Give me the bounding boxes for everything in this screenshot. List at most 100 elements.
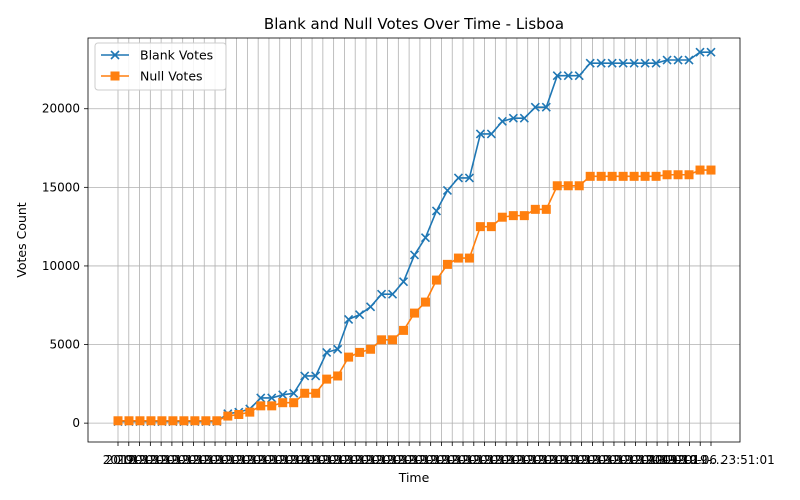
x-tick-label: 2019-... bbox=[127, 453, 173, 467]
x-tick-label: 2019-... bbox=[386, 453, 432, 467]
null-votes-point bbox=[157, 416, 167, 426]
blank-votes-point bbox=[475, 129, 485, 139]
legend-label: Null Votes bbox=[140, 69, 203, 84]
blank-votes-point bbox=[563, 71, 573, 81]
legend-swatch-marker bbox=[110, 50, 120, 60]
null-votes-point bbox=[486, 222, 496, 232]
null-votes-point bbox=[508, 211, 518, 221]
null-votes-point bbox=[607, 171, 617, 181]
blank-votes-point-stroke bbox=[596, 58, 606, 68]
null-votes-point bbox=[673, 170, 683, 180]
x-tick-label: 2019-... bbox=[267, 453, 313, 467]
x-tick-label: 2019-... bbox=[321, 453, 367, 467]
null-votes-point bbox=[256, 401, 266, 411]
null-votes-point bbox=[245, 407, 255, 417]
null-votes-point bbox=[464, 253, 474, 263]
blank-votes-point bbox=[541, 102, 551, 112]
legend-swatch-marker-stroke bbox=[110, 50, 120, 60]
blank-votes-point-stroke bbox=[278, 390, 288, 400]
x-tick-label: 2019-... bbox=[655, 453, 701, 467]
null-votes-point bbox=[442, 259, 452, 269]
plot-frame bbox=[87, 37, 741, 443]
blank-votes-point-stroke bbox=[530, 102, 540, 112]
null-votes-point bbox=[541, 204, 551, 214]
null-votes-point bbox=[695, 165, 705, 175]
null-votes-point bbox=[311, 388, 321, 398]
x-tick-label: 2019-... bbox=[634, 453, 680, 467]
null-votes-point bbox=[574, 181, 584, 191]
blank-votes-point-stroke bbox=[607, 58, 617, 68]
x-tick-label: 2019 bbox=[103, 453, 134, 467]
legend: Blank Votes Null Votes bbox=[94, 42, 227, 91]
legend-swatch-marker bbox=[110, 71, 120, 81]
x-tick-label: 2019-... bbox=[332, 453, 378, 467]
blank-votes-point bbox=[552, 71, 562, 81]
null-votes-point bbox=[651, 171, 661, 181]
x-tick-label: 2019-... bbox=[364, 453, 410, 467]
x-tick-label: 2019-... bbox=[472, 453, 518, 467]
blank-votes-point-stroke bbox=[366, 302, 376, 312]
blank-votes-point bbox=[684, 55, 694, 65]
null-votes-point bbox=[322, 374, 332, 384]
x-tick-label: 2019-... bbox=[257, 453, 303, 467]
x-tick-label: 2019-... bbox=[580, 453, 626, 467]
chart-title: Blank and Null Votes Over Time - Lisboa bbox=[264, 15, 564, 33]
x-tick-label: 2019-... bbox=[397, 453, 443, 467]
blank-votes-point-stroke bbox=[574, 71, 584, 81]
blank-votes-point-stroke bbox=[706, 47, 716, 57]
x-tick-label: 2019-... bbox=[429, 453, 475, 467]
blank-votes-point bbox=[607, 58, 617, 68]
null-votes-point bbox=[113, 416, 123, 426]
null-votes-point bbox=[124, 416, 134, 426]
null-votes-point bbox=[190, 416, 200, 426]
blank-votes-point bbox=[278, 390, 288, 400]
blank-votes-point bbox=[618, 58, 628, 68]
blank-votes-point-stroke bbox=[333, 344, 343, 354]
blank-votes-point bbox=[662, 55, 672, 65]
null-votes-point bbox=[563, 181, 573, 191]
null-votes-point bbox=[289, 398, 299, 408]
legend-entry-null-votes: Null Votes bbox=[101, 69, 203, 84]
blank-votes-point bbox=[311, 371, 321, 381]
blank-votes-point bbox=[706, 47, 716, 57]
y-tick-label: 5000 bbox=[49, 338, 80, 352]
null-votes-point bbox=[585, 171, 595, 181]
null-votes-point bbox=[497, 212, 507, 222]
blank-votes-point bbox=[651, 58, 661, 68]
blank-votes-point bbox=[574, 71, 584, 81]
y-tick-label: 15000 bbox=[42, 180, 80, 194]
null-votes-point bbox=[234, 409, 244, 419]
blank-votes-point-stroke bbox=[387, 289, 398, 299]
blank-votes-point bbox=[256, 393, 266, 403]
blank-votes-point-stroke bbox=[618, 58, 628, 68]
x-tick-label: 2019-... bbox=[375, 453, 421, 467]
null-votes-series bbox=[113, 165, 716, 426]
x-tick-label: 2019-... bbox=[278, 453, 324, 467]
null-votes-point bbox=[684, 170, 694, 180]
null-votes-point bbox=[530, 204, 540, 214]
legend-items: Blank Votes Null Votes bbox=[101, 48, 213, 84]
blank-votes-point-stroke bbox=[289, 388, 299, 398]
blank-votes-point-stroke bbox=[398, 277, 409, 287]
y-tick-label: 10000 bbox=[42, 259, 80, 273]
blank-votes-point-stroke bbox=[355, 310, 365, 320]
null-votes-point bbox=[706, 165, 716, 175]
null-votes-point bbox=[475, 222, 485, 232]
null-votes-point bbox=[278, 398, 288, 408]
null-votes-point bbox=[168, 416, 178, 426]
blank-votes-point bbox=[497, 116, 507, 126]
blank-votes-point bbox=[420, 233, 431, 243]
blank-votes-point bbox=[695, 47, 705, 57]
null-votes-point bbox=[420, 297, 430, 307]
x-tick-label: 2019-... bbox=[224, 453, 270, 467]
null-votes-point bbox=[146, 416, 156, 426]
blank-votes-point bbox=[322, 347, 332, 357]
x-tick-label: 2019-... bbox=[192, 453, 238, 467]
x-tick-label: 2019-... bbox=[343, 453, 389, 467]
blank-votes-point bbox=[530, 102, 540, 112]
null-votes-point bbox=[431, 275, 441, 285]
blank-votes-point bbox=[344, 314, 354, 324]
x-tick-label: 2019-... bbox=[160, 453, 206, 467]
x-tick-label: 2019-... bbox=[451, 453, 497, 467]
